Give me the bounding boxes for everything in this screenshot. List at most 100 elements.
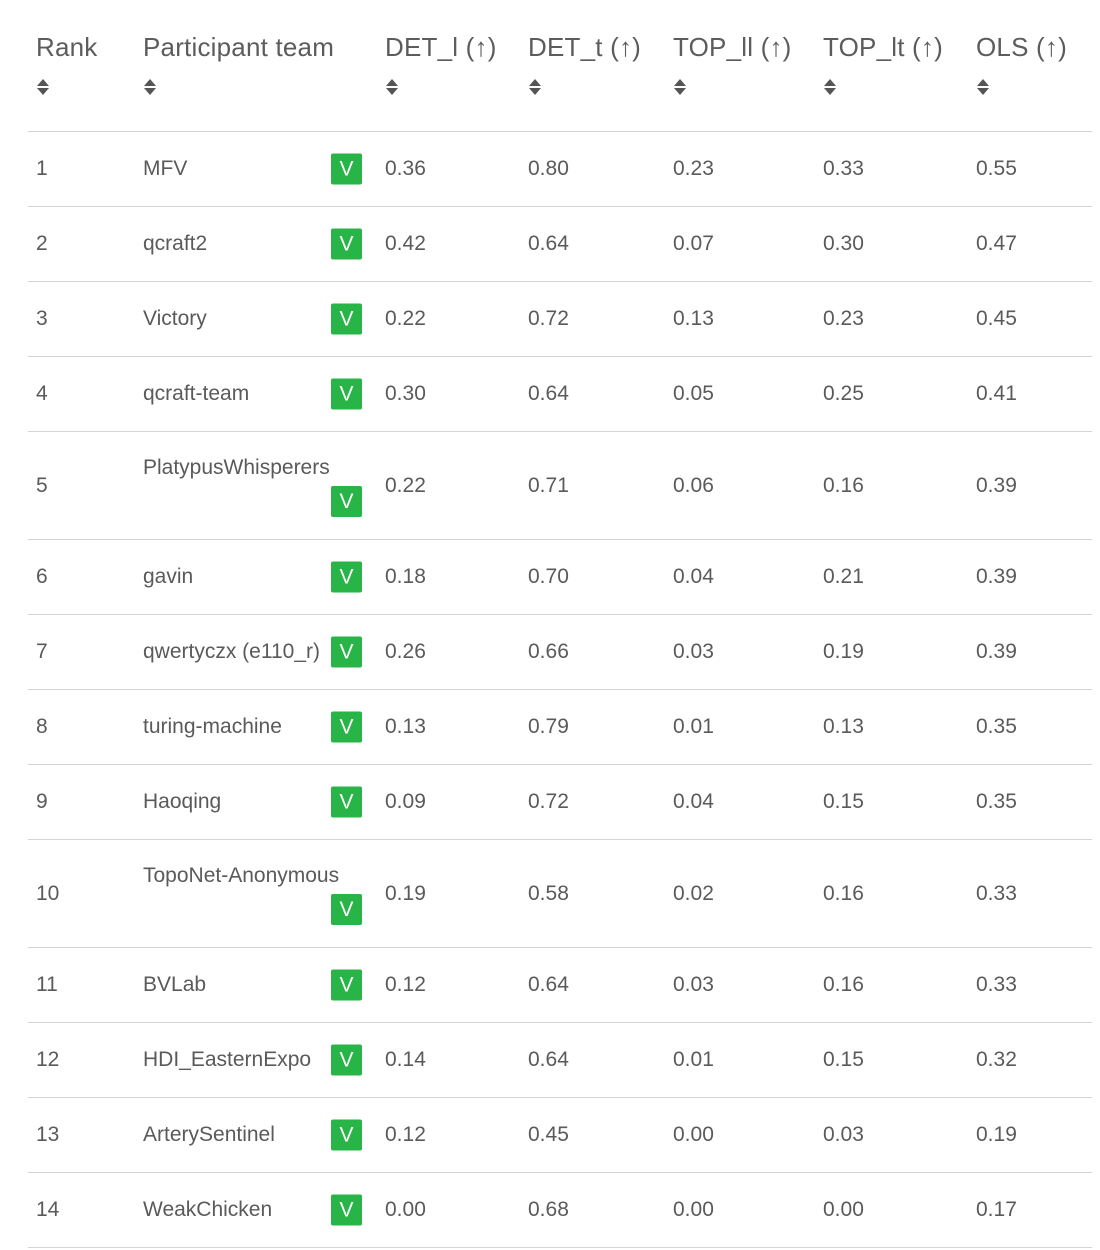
table-row: 5 PlatypusWhisperers V 0.22 0.71 0.06 0.16 0.39 xyxy=(28,432,1092,540)
sort-icon[interactable] xyxy=(976,77,990,97)
team-name: gavin xyxy=(143,565,194,588)
verified-badge: V xyxy=(331,969,362,1001)
column-header-det_t[interactable]: DET_t (↑) xyxy=(528,32,641,97)
score-det-t: 0.64 xyxy=(528,382,569,405)
score-ols: 0.33 xyxy=(976,881,1017,905)
score-det-l: 0.09 xyxy=(385,790,426,813)
rank-cell: 12 xyxy=(36,1048,60,1071)
score-top-ll: 0.04 xyxy=(673,565,714,588)
verified-badge: V xyxy=(331,486,362,517)
score-det-t: 0.70 xyxy=(528,565,569,588)
sort-icon[interactable] xyxy=(528,77,542,97)
rank-cell: 9 xyxy=(36,790,48,813)
table-row: 13 ArterySentinel V 0.12 0.45 0.00 0.03 0.19 xyxy=(28,1098,1092,1173)
sort-icon[interactable] xyxy=(673,77,687,97)
score-ols: 0.39 xyxy=(976,565,1017,588)
score-det-l: 0.12 xyxy=(385,973,426,996)
score-top-ll: 0.02 xyxy=(673,881,714,905)
score-top-lt: 0.15 xyxy=(823,1048,864,1071)
verified-badge: V xyxy=(331,1194,362,1226)
score-ols: 0.35 xyxy=(976,790,1017,813)
score-ols: 0.41 xyxy=(976,382,1017,405)
score-det-l: 0.13 xyxy=(385,715,426,738)
score-top-lt: 0.00 xyxy=(823,1198,864,1221)
score-top-ll: 0.13 xyxy=(673,307,714,330)
score-det-l: 0.42 xyxy=(385,232,426,255)
table-row: 12 HDI_EasternExpo V 0.14 0.64 0.01 0.15 0.32 xyxy=(28,1023,1092,1098)
table-row: 4 qcraft-team V 0.30 0.64 0.05 0.25 0.41 xyxy=(28,357,1092,432)
rank-cell: 5 xyxy=(36,473,48,497)
score-det-l: 0.00 xyxy=(385,1198,426,1221)
verified-badge: V xyxy=(331,1044,362,1076)
sort-icon[interactable] xyxy=(385,77,399,97)
table-row: 10 TopoNet-Anonymous V 0.19 0.58 0.02 0.16 0.33 xyxy=(28,840,1092,948)
team-name: Haoqing xyxy=(143,790,222,813)
verified-badge: V xyxy=(331,636,362,668)
column-header-ols[interactable]: OLS (↑) xyxy=(976,32,1067,97)
team-name: qwertyczx (e110_r) xyxy=(143,640,321,663)
team-name: TopoNet-Anonymous xyxy=(143,864,340,887)
score-det-l: 0.22 xyxy=(385,473,426,497)
verified-badge: V xyxy=(331,711,362,743)
rank-cell: 13 xyxy=(36,1123,60,1146)
sort-icon[interactable] xyxy=(143,77,157,97)
score-top-ll: 0.00 xyxy=(673,1198,714,1221)
score-top-ll: 0.00 xyxy=(673,1123,714,1146)
table-row: 2 qcraft2 V 0.42 0.64 0.07 0.30 0.47 xyxy=(28,207,1092,282)
verified-badge: V xyxy=(331,1119,362,1151)
score-top-ll: 0.06 xyxy=(673,473,714,497)
score-ols: 0.17 xyxy=(976,1198,1017,1221)
verified-badge: V xyxy=(331,228,362,260)
score-top-lt: 0.30 xyxy=(823,232,864,255)
score-ols: 0.55 xyxy=(976,157,1017,180)
column-title: OLS (↑) xyxy=(976,32,1067,62)
verified-badge: V xyxy=(331,561,362,593)
score-ols: 0.19 xyxy=(976,1123,1017,1146)
sort-icon[interactable] xyxy=(823,77,837,97)
sort-icon[interactable] xyxy=(36,77,50,97)
score-det-t: 0.79 xyxy=(528,715,569,738)
score-top-ll: 0.03 xyxy=(673,973,714,996)
column-title: Participant team xyxy=(143,32,335,62)
table-header: Rank Participant team DET_l (↑) DET_t (↑) TO… xyxy=(28,0,1092,132)
score-ols: 0.33 xyxy=(976,973,1017,996)
table-row: 8 turing-machine V 0.13 0.79 0.01 0.13 0.35 xyxy=(28,690,1092,765)
score-top-lt: 0.16 xyxy=(823,881,864,905)
table-row: 6 gavin V 0.18 0.70 0.04 0.21 0.39 xyxy=(28,540,1092,615)
score-top-lt: 0.16 xyxy=(823,473,864,497)
score-top-lt: 0.13 xyxy=(823,715,864,738)
team-name: Victory xyxy=(143,307,207,330)
score-top-lt: 0.25 xyxy=(823,382,864,405)
rank-cell: 7 xyxy=(36,640,48,663)
rank-cell: 11 xyxy=(36,973,58,996)
score-top-ll: 0.04 xyxy=(673,790,714,813)
team-name: PlatypusWhisperers xyxy=(143,456,330,479)
leaderboard-table: Rank Participant team DET_l (↑) DET_t (↑) TO… xyxy=(28,0,1092,1248)
score-top-ll: 0.01 xyxy=(673,715,714,738)
score-top-lt: 0.23 xyxy=(823,307,864,330)
score-det-l: 0.14 xyxy=(385,1048,426,1071)
column-header-top_ll[interactable]: TOP_ll (↑) xyxy=(673,32,792,97)
column-header-team[interactable]: Participant team xyxy=(143,32,334,97)
score-det-l: 0.19 xyxy=(385,881,426,905)
team-name: qcraft-team xyxy=(143,382,250,405)
table-row: 14 WeakChicken V 0.00 0.68 0.00 0.00 0.17 xyxy=(28,1173,1092,1248)
score-top-ll: 0.23 xyxy=(673,157,714,180)
column-title: TOP_lt (↑) xyxy=(823,32,943,62)
column-title: TOP_ll (↑) xyxy=(673,32,792,62)
score-det-l: 0.26 xyxy=(385,640,426,663)
table-row: 11 BVLab V 0.12 0.64 0.03 0.16 0.33 xyxy=(28,948,1092,1023)
verified-badge: V xyxy=(331,303,362,335)
score-det-t: 0.58 xyxy=(528,881,569,905)
score-det-t: 0.68 xyxy=(528,1198,569,1221)
score-det-l: 0.12 xyxy=(385,1123,426,1146)
column-header-top_lt[interactable]: TOP_lt (↑) xyxy=(823,32,943,97)
column-header-det_l[interactable]: DET_l (↑) xyxy=(385,32,497,97)
verified-badge: V xyxy=(331,786,362,818)
verified-badge: V xyxy=(331,153,362,185)
score-det-t: 0.71 xyxy=(528,473,569,497)
column-title: DET_t (↑) xyxy=(528,32,642,62)
score-det-t: 0.80 xyxy=(528,157,569,180)
table-row: 3 Victory V 0.22 0.72 0.13 0.23 0.45 xyxy=(28,282,1092,357)
column-header-rank[interactable]: Rank xyxy=(36,32,98,97)
